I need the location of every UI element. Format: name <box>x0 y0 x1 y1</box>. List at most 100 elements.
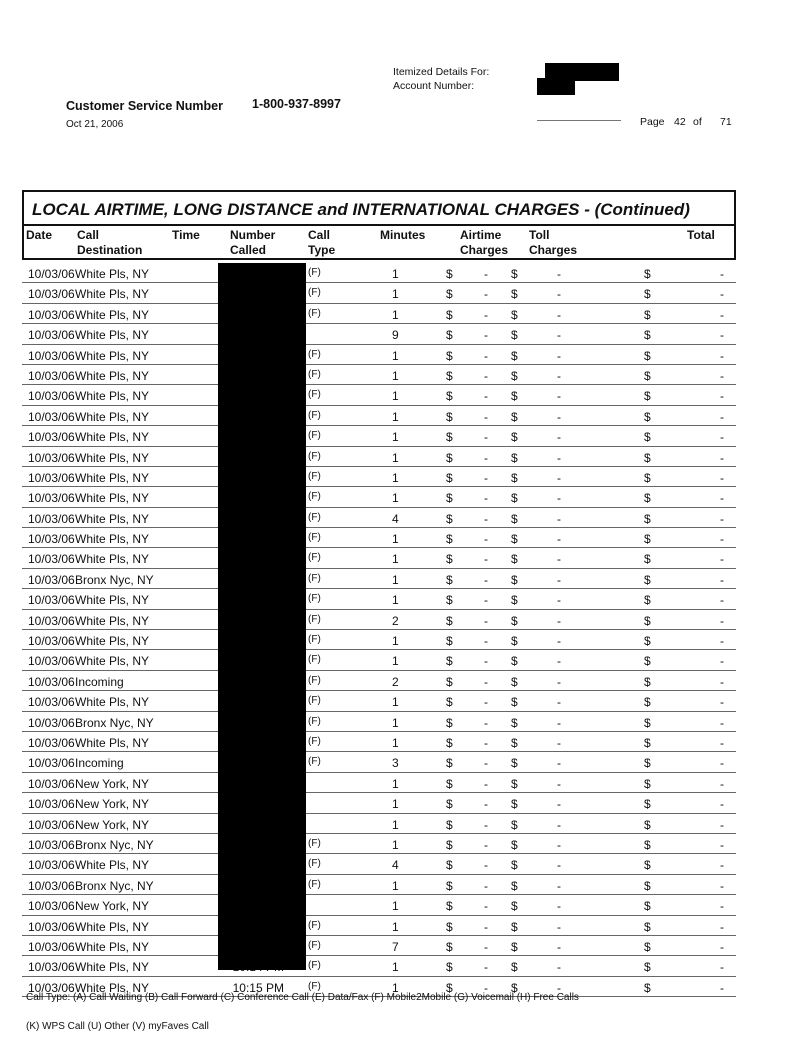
airtime-currency: $ <box>446 797 453 812</box>
airtime-currency: $ <box>446 409 453 424</box>
call-minutes: 9 <box>392 328 399 343</box>
toll-currency: $ <box>511 776 518 791</box>
toll-charge: - <box>557 634 561 649</box>
airtime-charge: - <box>484 797 488 812</box>
toll-charge: - <box>557 511 561 526</box>
call-minutes: 1 <box>392 389 399 404</box>
col-toll: Toll Charges <box>529 228 578 257</box>
total-charge: - <box>720 409 724 424</box>
call-type-legend: Call Type: (A) Call Waiting (B) Call For… <box>26 992 579 1003</box>
call-date: 10/03/06 <box>28 430 75 445</box>
call-date: 10/03/06 <box>28 797 75 812</box>
airtime-charge: - <box>484 695 488 710</box>
call-date: 10/03/06 <box>28 817 75 832</box>
call-type: (F) <box>308 470 321 482</box>
total-currency: $ <box>644 511 651 526</box>
call-minutes: 1 <box>392 960 399 975</box>
airtime-charge: - <box>484 919 488 934</box>
airtime-charge: - <box>484 980 488 995</box>
call-type: (F) <box>308 267 321 278</box>
total-charge: - <box>720 389 724 404</box>
call-destination: Bronx Nyc, NY <box>75 878 154 893</box>
call-date: 10/03/06 <box>28 572 75 587</box>
call-minutes: 1 <box>392 552 399 567</box>
toll-charge: - <box>557 348 561 363</box>
total-charge: - <box>720 756 724 771</box>
call-date: 10/03/06 <box>28 267 75 281</box>
total-charge: - <box>720 368 724 383</box>
call-type: (F) <box>308 613 321 625</box>
total-charge: - <box>720 552 724 567</box>
total-charge: - <box>720 287 724 302</box>
airtime-charge: - <box>484 368 488 383</box>
airtime-charge: - <box>484 878 488 893</box>
call-type: (F) <box>308 552 321 564</box>
toll-charge: - <box>557 613 561 628</box>
toll-currency: $ <box>511 654 518 669</box>
call-destination: White Pls, NY <box>75 307 150 322</box>
call-date: 10/03/06 <box>28 593 75 608</box>
call-type: (F) <box>308 572 321 584</box>
total-charge: - <box>720 572 724 587</box>
itemized-label: Itemized Details For: <box>393 66 490 78</box>
airtime-currency: $ <box>446 368 453 383</box>
toll-charge: - <box>557 817 561 832</box>
call-type: (F) <box>308 430 321 442</box>
call-date: 10/03/06 <box>28 837 75 852</box>
call-destination: White Pls, NY <box>75 980 150 995</box>
total-charge: - <box>720 695 724 710</box>
call-minutes: 1 <box>392 817 399 832</box>
airtime-currency: $ <box>446 980 453 995</box>
toll-currency: $ <box>511 593 518 608</box>
total-currency: $ <box>644 837 651 852</box>
col-minutes: Minutes <box>380 228 426 242</box>
call-destination: Bronx Nyc, NY <box>75 572 154 587</box>
call-minutes: 1 <box>392 899 399 914</box>
toll-currency: $ <box>511 756 518 771</box>
total-currency: $ <box>644 735 651 750</box>
call-type-legend-cont: (K) WPS Call (U) Other (V) myFaves Call <box>26 1021 209 1032</box>
airtime-charge: - <box>484 267 488 281</box>
call-minutes: 1 <box>392 430 399 445</box>
call-type: (F) <box>308 858 321 870</box>
toll-charge: - <box>557 695 561 710</box>
call-destination: White Pls, NY <box>75 368 150 383</box>
call-minutes: 2 <box>392 613 399 628</box>
total-charge: - <box>720 613 724 628</box>
toll-currency: $ <box>511 817 518 832</box>
airtime-charge: - <box>484 858 488 873</box>
call-minutes: 4 <box>392 511 399 526</box>
total-charge: - <box>720 776 724 791</box>
total-currency: $ <box>644 430 651 445</box>
total-charge: - <box>720 715 724 730</box>
toll-currency: $ <box>511 613 518 628</box>
call-destination: White Pls, NY <box>75 858 150 873</box>
call-destination: White Pls, NY <box>75 409 150 424</box>
call-destination: White Pls, NY <box>75 389 150 404</box>
airtime-currency: $ <box>446 715 453 730</box>
toll-charge: - <box>557 491 561 506</box>
call-type: (F) <box>308 919 321 931</box>
total-currency: $ <box>644 532 651 547</box>
toll-currency: $ <box>511 511 518 526</box>
toll-charge: - <box>557 878 561 893</box>
call-minutes: 1 <box>392 593 399 608</box>
call-destination: New York, NY <box>75 797 150 812</box>
airtime-charge: - <box>484 430 488 445</box>
call-date: 10/03/06 <box>28 613 75 628</box>
call-type: (F) <box>308 654 321 666</box>
call-type: (F) <box>308 491 321 503</box>
total-charge: - <box>720 919 724 934</box>
airtime-charge: - <box>484 409 488 424</box>
total-currency: $ <box>644 797 651 812</box>
col-destination: Call Destination <box>77 228 143 257</box>
call-type: (F) <box>308 634 321 646</box>
